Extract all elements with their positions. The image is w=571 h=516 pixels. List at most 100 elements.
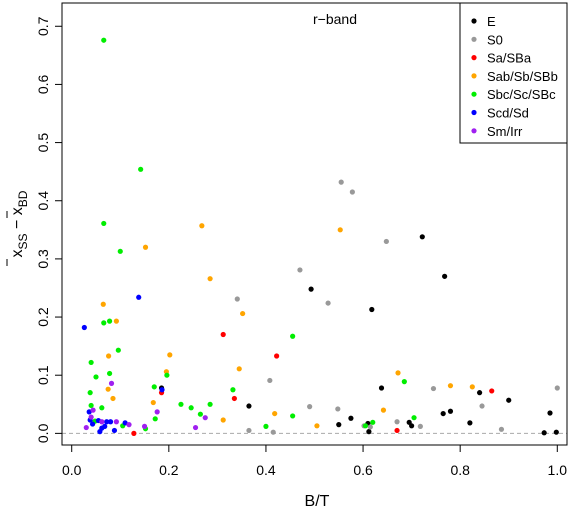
data-point [99, 419, 105, 425]
data-point [308, 286, 314, 292]
legend-label: Sm/Irr [487, 124, 523, 139]
data-point [554, 385, 560, 391]
data-point [378, 385, 385, 391]
data-point [394, 427, 400, 434]
data-point [164, 372, 170, 378]
data-point [240, 310, 246, 317]
x-tick-label: 0.8 [450, 462, 470, 478]
data-point [99, 405, 105, 411]
data-point [547, 410, 553, 416]
data-point [506, 397, 512, 403]
legend-box [459, 2, 568, 144]
data-point [370, 419, 376, 425]
data-point [101, 37, 107, 43]
data-point [380, 407, 387, 413]
data-point [246, 427, 252, 434]
data-point [230, 387, 236, 393]
legend-label: Sab/Sb/SBb [487, 69, 558, 84]
data-point [274, 353, 280, 359]
legend-marker [471, 36, 477, 42]
data-point [88, 402, 94, 409]
data-point [234, 296, 240, 302]
legend-label: Sbc/Sc/SBc [487, 87, 556, 102]
data-point [467, 420, 473, 426]
data-point [246, 403, 252, 409]
data-point [314, 423, 320, 429]
y-label-x-ss: x [9, 249, 26, 257]
data-point [290, 333, 296, 339]
data-point [101, 220, 107, 227]
data-point [102, 423, 108, 429]
data-point [150, 399, 156, 406]
data-point [290, 413, 296, 419]
data-point [442, 273, 448, 279]
data-point [362, 423, 369, 429]
legend-marker [471, 128, 477, 134]
x-axis-label: B/T [305, 493, 330, 510]
data-point [89, 421, 96, 427]
legend-marker [471, 18, 477, 24]
series-6 [83, 380, 208, 431]
data-point [101, 320, 107, 326]
axes-layer: 0.0 0.2 0.4 0.6 0.8 1.0 0.0 0.1 0.2 0.3 0.4 0.5 0.6 0… [35, 16, 567, 478]
data-point [83, 424, 89, 431]
data-point [97, 429, 103, 435]
data-point [100, 301, 106, 307]
data-point [469, 384, 475, 390]
y-tick-label: 0.4 [35, 191, 51, 211]
data-point [90, 407, 96, 413]
data-point [131, 430, 137, 436]
data-point [81, 324, 87, 331]
data-point [113, 419, 119, 425]
data-point [369, 306, 375, 313]
series-5 [81, 294, 165, 435]
data-point [87, 390, 93, 396]
data-point [141, 423, 148, 429]
x-tick-label: 1.0 [548, 462, 568, 478]
data-point [297, 267, 303, 273]
data-point [417, 423, 423, 429]
data-point [117, 248, 123, 254]
legend-marker [471, 55, 477, 61]
y-tick-label: 0.7 [35, 16, 51, 36]
data-point [104, 419, 110, 425]
data-point [366, 429, 372, 435]
data-point [220, 417, 226, 423]
data-point [394, 419, 400, 425]
data-point [447, 383, 454, 389]
data-point [159, 387, 165, 393]
data-point [263, 423, 269, 429]
data-point [336, 422, 342, 428]
data-point [107, 419, 114, 425]
data-point [325, 300, 331, 306]
data-point [338, 179, 344, 185]
data-point [335, 406, 341, 412]
y-tick-label: 0.3 [35, 249, 51, 269]
data-point [106, 318, 113, 324]
data-point [136, 294, 142, 300]
legend-marker [471, 91, 477, 97]
legend-marker [471, 109, 477, 116]
data-point [220, 331, 226, 338]
data-point [154, 409, 160, 415]
data-point [409, 423, 415, 429]
data-point [106, 370, 113, 377]
data-point [151, 384, 157, 390]
data-point [236, 366, 242, 372]
data-point [348, 415, 354, 421]
data-point [86, 409, 92, 415]
legend-label: Sa/SBa [487, 51, 532, 66]
data-point [498, 426, 505, 432]
series-4 [87, 37, 417, 432]
data-point [395, 370, 401, 376]
data-point [202, 415, 208, 421]
y-tick-label: 0.6 [35, 74, 51, 94]
data-point [476, 390, 483, 396]
data-point [207, 401, 213, 407]
data-point [419, 234, 425, 240]
legend-items: E S0 Sa/SBa Sab/Sb/SBb Sbc/Sc/SBc Scd/Sd Sm/Ir… [471, 14, 558, 139]
data-point [207, 276, 213, 282]
legend-label: E [487, 14, 496, 29]
data-point [106, 353, 112, 359]
